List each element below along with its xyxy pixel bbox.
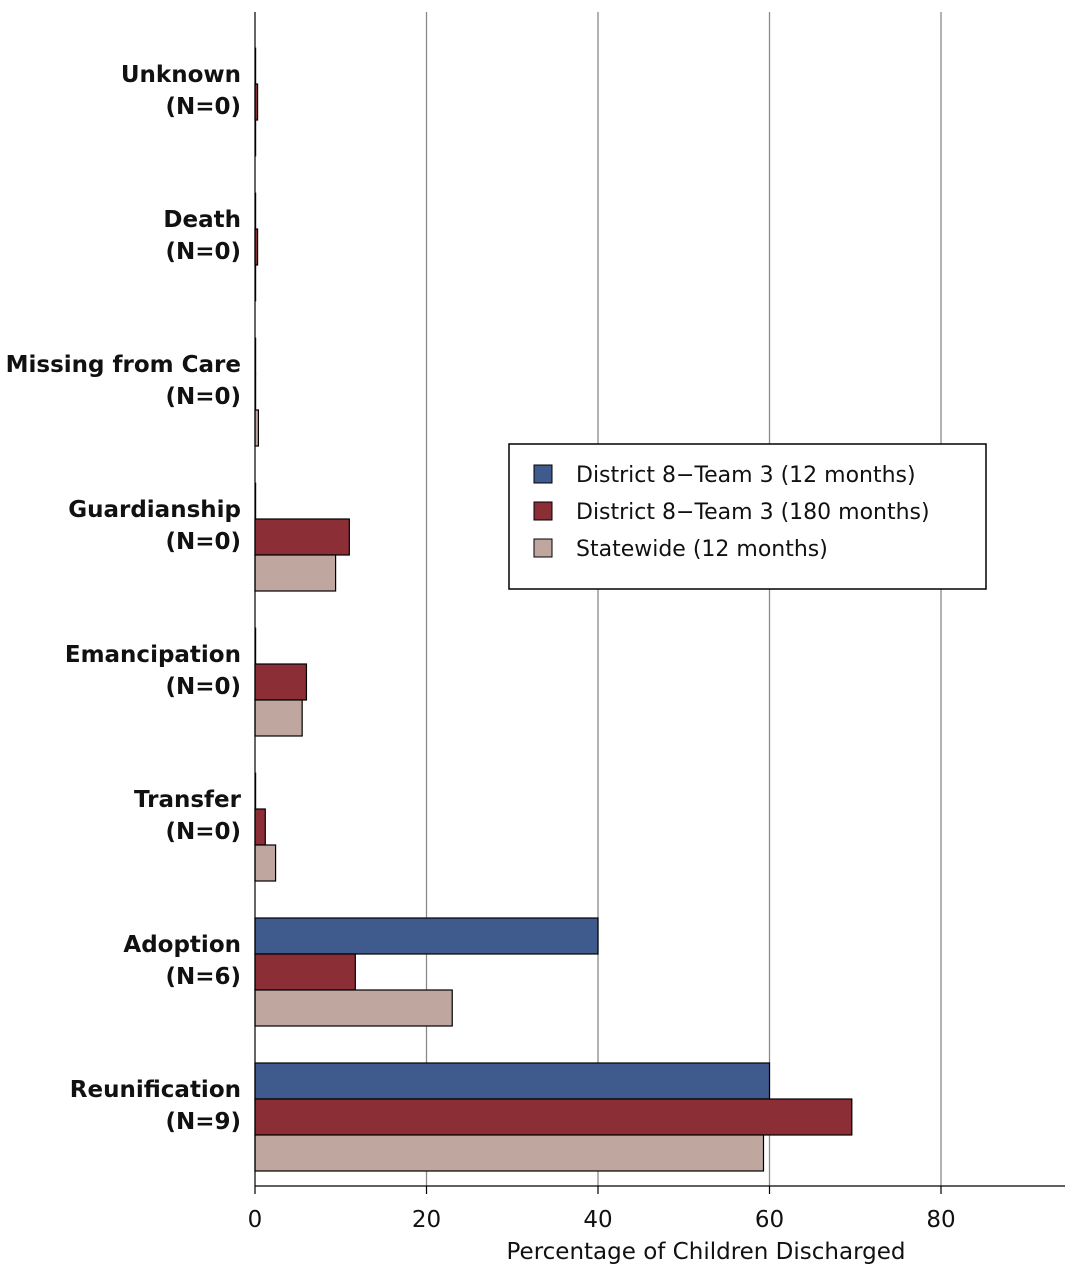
bar: [254, 917, 599, 955]
x-tick-label-40: 40: [583, 1207, 612, 1233]
legend-label: District 8−Team 3 (12 months): [576, 463, 916, 488]
x-axis-title: Percentage of Children Discharged: [507, 1239, 906, 1265]
category-n-label: (N=0): [165, 674, 241, 700]
bar: [254, 554, 337, 592]
category-n-label: (N=0): [165, 239, 241, 265]
category-label: Reunification: [70, 1077, 241, 1103]
bar: [254, 1098, 853, 1136]
category-n-label: (N=0): [165, 384, 241, 410]
category-n-label: (N=0): [165, 94, 241, 120]
bar: [254, 953, 356, 991]
category-n-label: (N=0): [165, 529, 241, 555]
bars-layer: [254, 47, 853, 1172]
category-label: Adoption: [123, 932, 241, 958]
category-label: Emancipation: [65, 642, 241, 668]
legend-swatch: [533, 501, 553, 521]
category-label: Transfer: [134, 787, 242, 813]
legend: District 8−Team 3 (12 months) District 8−…: [508, 443, 987, 590]
bar: [254, 663, 308, 701]
category-label: Death: [163, 207, 241, 233]
legend-box: [508, 443, 987, 590]
category-label: Guardianship: [68, 497, 241, 523]
bar: [254, 1062, 771, 1100]
category-n-label: (N=6): [165, 964, 241, 990]
x-tick-label-0: 0: [248, 1207, 263, 1233]
bar: [254, 844, 277, 882]
legend-swatch: [533, 538, 553, 558]
legend-swatch: [533, 464, 553, 484]
labels-layer: 0 20 40 60 80 Unknown (N=0) Death (N=0) Missing f…: [6, 62, 956, 1233]
bar: [254, 699, 303, 737]
x-tick-label-60: 60: [755, 1207, 784, 1233]
bar: [254, 808, 266, 846]
category-n-label: (N=0): [165, 819, 241, 845]
legend-label: Statewide (12 months): [576, 537, 828, 562]
bar: [254, 518, 350, 556]
category-label: Missing from Care: [6, 352, 241, 378]
category-label: Unknown: [121, 62, 241, 88]
category-n-label: (N=9): [165, 1109, 241, 1135]
axis-layer: [254, 12, 1065, 1187]
legend-label: District 8−Team 3 (180 months): [576, 500, 930, 525]
bar: [254, 989, 453, 1027]
x-tick-label-20: 20: [412, 1207, 441, 1233]
bar: [254, 1134, 765, 1172]
x-tick-label-80: 80: [926, 1207, 955, 1233]
